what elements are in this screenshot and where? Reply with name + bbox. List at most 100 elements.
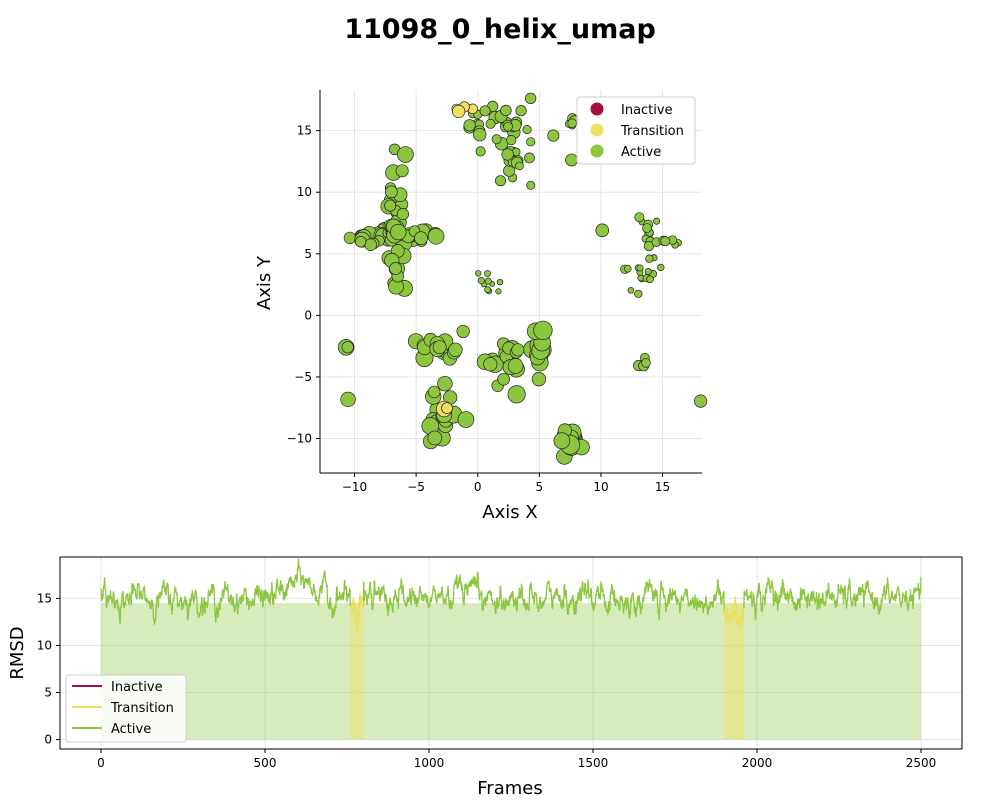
rmsd-x-tick-label: 2500 [906,756,937,770]
scatter-point [524,152,535,164]
scatter-point [641,358,651,368]
scatter-point [553,432,571,450]
scatter-point [484,286,491,294]
rmsd-active-line [100,558,922,632]
scatter-point [644,268,652,276]
scatter-y-tick-label: 15 [297,124,312,138]
scatter-point [642,223,652,233]
scatter-point [473,127,487,142]
scatter-legend-marker [590,102,604,116]
scatter-point [484,270,491,277]
scatter-y-axis-label: Axis Y [254,255,275,310]
scatter-x-tick-label: 0 [474,480,482,494]
scatter-point [657,263,665,272]
umap-scatter-plot: −10 −5 0 5 10 15 −10 −5 0 5 10 15 Axis X Axis Y Ina… [254,90,708,523]
scatter-point [645,254,654,263]
scatter-point [437,375,453,392]
rmsd-transition-line [349,594,365,632]
scatter-point [524,92,537,105]
rmsd-legend-label: Transition [110,701,174,716]
scatter-legend-label: Inactive [621,103,673,118]
scatter-y-tick-label: 5 [304,247,312,261]
rmsd-active-fill [101,603,921,740]
scatter-x-tick-label: −5 [407,480,425,494]
scatter-point [497,372,510,386]
scatter-point [636,264,644,272]
rmsd-legend-label: Active [111,722,151,737]
scatter-ticks: −10 −5 0 5 10 15 −10 −5 0 5 10 15 [287,124,671,494]
rmsd-legend-box [65,674,187,743]
scatter-point [526,137,536,147]
scatter-point [341,341,354,354]
scatter-legend-marker [590,144,604,158]
rmsd-x-tick-label: 500 [254,756,277,770]
rmsd-y-axis-label: RMSD [7,626,28,679]
scatter-point [343,231,357,245]
scatter-point [495,175,507,187]
rmsd-y-tick-label: 0 [44,733,52,747]
scatter-point [390,223,407,241]
rmsd-transition-fill [350,603,364,740]
rmsd-legend: Inactive Transition Active [65,674,187,743]
scatter-legend: Inactive Transition Active [576,96,696,165]
scatter-point [396,208,409,221]
scatter-point [634,289,643,299]
rmsd-line-plot: 0 500 1000 1500 2000 2500 0 5 10 15 Frames RMSD I… [7,556,963,799]
scatter-point [384,185,398,199]
scatter-point [501,148,514,161]
rmsd-x-tick-label: 0 [97,756,105,770]
scatter-point [522,125,532,135]
rmsd-x-axis-label: Frames [477,778,542,799]
scatter-point [506,135,517,146]
scatter-point [463,119,476,132]
rmsd-x-tick-label: 2000 [742,756,773,770]
scatter-point [694,394,708,408]
rmsd-plot-frame [59,556,963,750]
scatter-point [397,146,414,163]
scatter-point [495,288,502,295]
rmsd-x-tick-label: 1500 [578,756,609,770]
scatter-point [547,129,560,142]
scatter-x-tick-label: 5 [536,480,544,494]
scatter-point [627,286,635,294]
scatter-point [479,105,491,117]
scatter-point [515,161,524,171]
rmsd-y-tick-label: 5 [44,686,52,700]
scatter-legend-marker [590,123,604,137]
scatter-point [485,118,496,129]
scatter-point [531,371,547,387]
rmsd-x-tick-label: 1000 [414,756,445,770]
scatter-point [507,385,526,404]
scatter-points [337,92,708,465]
scatter-point [491,134,502,145]
scatter-point [653,217,661,225]
scatter-point [646,275,654,284]
scatter-point [441,402,453,414]
scatter-x-tick-label: 10 [593,480,608,494]
rmsd-y-tick-label: 10 [37,638,52,652]
scatter-point [451,104,466,118]
figure-title: 11098_0_helix_umap [344,14,656,45]
scatter-point [427,385,441,399]
scatter-point [624,264,632,273]
rmsd-ticks: 0 500 1000 1500 2000 2500 0 5 10 15 [37,591,937,770]
scatter-y-tick-label: 0 [304,308,312,322]
scatter-point [456,324,470,339]
rmsd-y-tick-label: 15 [37,591,52,605]
scatter-point [634,212,645,223]
rmsd-axes [59,556,963,750]
scatter-point [475,270,482,277]
scatter-point [364,238,378,251]
scatter-point [477,277,485,285]
scatter-point [354,235,367,248]
rmsd-transition-line [723,596,745,628]
scatter-point [448,342,463,357]
scatter-x-axis-label: Axis X [482,502,537,523]
scatter-point [511,343,525,357]
scatter-point [503,121,513,132]
scatter-point [526,180,536,190]
scatter-point [500,104,512,117]
scatter-y-tick-label: −10 [287,432,312,446]
scatter-point [483,357,498,372]
